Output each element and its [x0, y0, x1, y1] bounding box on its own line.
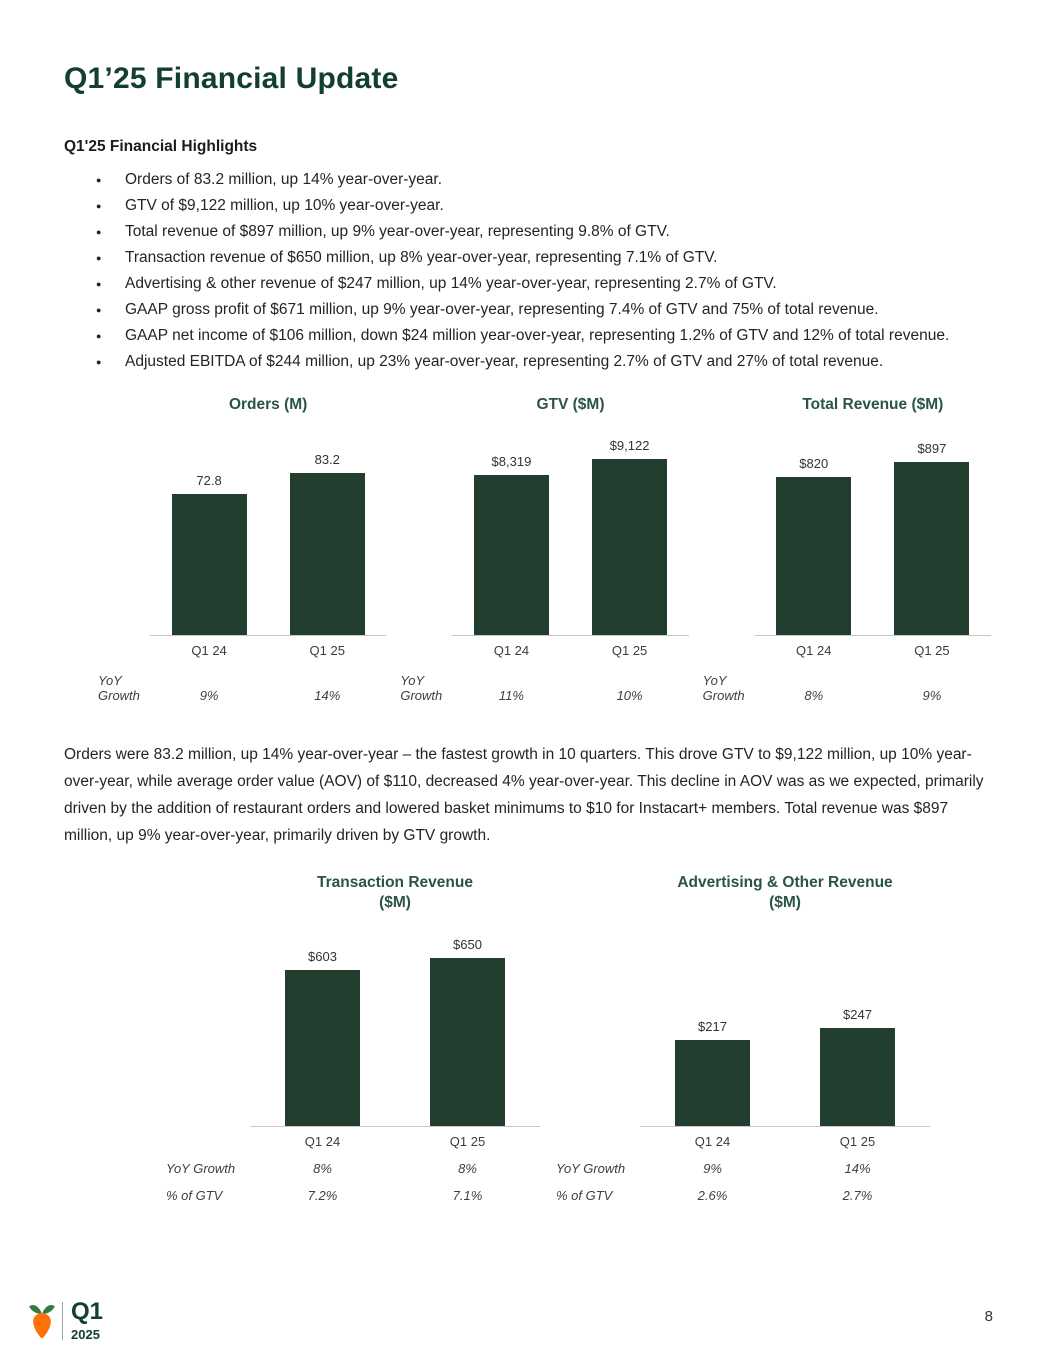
stat-label: YoY Growth — [400, 673, 443, 703]
stat-value: 14% — [314, 688, 341, 703]
chart-title: Advertising & Other Revenue ($M) — [677, 874, 893, 911]
chart-advertising-revenue: Advertising & Other Revenue ($M) $217 $2… — [540, 873, 930, 1203]
stat-value: 10% — [616, 688, 643, 703]
stat-value: 2.6% — [697, 1188, 728, 1203]
stat-value: 9% — [922, 688, 942, 703]
chart-title: Orders (M) — [228, 396, 308, 413]
carrot-icon — [28, 1301, 56, 1341]
chart-plot: $8,319 $9,122 — [452, 431, 689, 636]
category-labels: Q1 24 Q1 25 — [640, 1134, 930, 1149]
chart-total-revenue: Total Revenue ($M) $820 $897 — [689, 395, 991, 703]
chart-plot: $217 $247 — [640, 927, 930, 1127]
stat-value: 14% — [844, 1161, 871, 1176]
yoy-growth-row: YoY Growth 9% 14% — [84, 673, 386, 703]
bar-value-label: $820 — [799, 456, 829, 472]
highlights-list: Orders of 83.2 million, up 14% year-over… — [64, 167, 991, 375]
stat-label: YoY Growth — [166, 1161, 236, 1176]
stat-label: YoY Growth — [98, 673, 140, 703]
page-number: 8 — [984, 1308, 993, 1325]
yoy-growth-row: YoY Growth 8% 8% — [150, 1161, 540, 1176]
bar-q1-25 — [592, 459, 668, 635]
bar-value-label: $217 — [698, 1018, 727, 1034]
stat-value: 9% — [199, 688, 219, 703]
yoy-growth-row: YoY Growth 8% 9% — [689, 673, 991, 703]
bar-value-label: $247 — [843, 1006, 872, 1022]
category-label: Q1 24 — [796, 643, 832, 658]
category-labels: Q1 24 Q1 25 — [250, 1134, 540, 1149]
stat-value: 8% — [313, 1161, 332, 1176]
bullet-item: GAAP net income of $106 million, down $2… — [64, 323, 991, 349]
page-title: Q1’25 Financial Update — [64, 62, 399, 95]
footer-quarter: Q1 — [71, 1298, 104, 1325]
charts-row-2: Transaction Revenue ($M) $603 $650 — [64, 873, 991, 1203]
yoy-growth-row: YoY Growth 9% 14% — [540, 1161, 930, 1176]
bar-value-label: $650 — [453, 937, 482, 953]
charts-row-1: Orders (M) 72.8 83.2 — [64, 395, 991, 703]
bar-q1-24 — [776, 477, 852, 635]
bullet-item: Orders of 83.2 million, up 14% year-over… — [64, 167, 991, 193]
bar-q1-25 — [430, 958, 505, 1126]
bar-q1-25 — [894, 462, 970, 635]
yoy-growth-row: YoY Growth 11% 10% — [386, 673, 688, 703]
chart-orders: Orders (M) 72.8 83.2 — [84, 395, 387, 703]
chart-gtv: GTV ($M) $8,319 $9,122 — [386, 395, 689, 703]
category-labels: Q1 24 Q1 25 — [452, 643, 688, 658]
bar-q1-24 — [285, 970, 360, 1126]
bullet-item: Total revenue of $897 million, up 9% yea… — [64, 219, 991, 245]
bullet-item: Advertising & other revenue of $247 mill… — [64, 271, 991, 297]
category-label: Q1 24 — [304, 1134, 341, 1149]
pct-of-gtv-row: % of GTV 7.2% 7.1% — [150, 1188, 540, 1203]
bar-value-label: $897 — [917, 441, 947, 457]
pct-of-gtv-row: % of GTV 2.6% 2.7% — [540, 1188, 930, 1203]
bar-q1-24 — [473, 474, 549, 635]
stat-value: 11% — [498, 688, 524, 703]
footer-logo: Q1 2025 — [28, 1300, 103, 1341]
bar-value-label: $8,319 — [491, 453, 532, 469]
bar-q1-25 — [820, 1027, 895, 1126]
chart-plot: 72.8 83.2 — [150, 431, 387, 636]
stat-label: % of GTV — [166, 1188, 223, 1203]
category-label: Q1 25 — [449, 1134, 486, 1149]
bar-q1-24 — [171, 493, 247, 635]
category-label: Q1 25 — [914, 643, 950, 658]
category-label: Q1 25 — [309, 643, 345, 658]
footer-year: 2025 — [71, 1327, 100, 1342]
bullet-item: Transaction revenue of $650 million, up … — [64, 245, 991, 271]
stat-value: 7.1% — [452, 1188, 483, 1203]
bar-value-label: $9,122 — [609, 438, 650, 454]
bullet-item: GTV of $9,122 million, up 10% year-over-… — [64, 193, 991, 219]
bar-value-label: 83.2 — [314, 452, 340, 468]
chart-title: GTV ($M) — [536, 396, 605, 413]
chart-plot: $603 $650 — [250, 927, 540, 1127]
category-label: Q1 25 — [839, 1134, 876, 1149]
bar-value-label: $603 — [308, 949, 337, 965]
category-label: Q1 24 — [493, 643, 530, 658]
stat-value: 2.7% — [842, 1188, 873, 1203]
stat-value: 9% — [703, 1161, 722, 1176]
body-paragraph: Orders were 83.2 million, up 14% year-ov… — [64, 746, 984, 844]
footer-divider — [62, 1301, 63, 1340]
bar-q1-25 — [289, 473, 365, 635]
category-label: Q1 25 — [611, 643, 648, 658]
category-labels: Q1 24 Q1 25 — [150, 643, 386, 658]
stat-label: YoY Growth — [702, 673, 745, 703]
chart-title: Total Revenue ($M) — [802, 396, 944, 413]
stat-value: 8% — [458, 1161, 477, 1176]
highlights-heading: Q1'25 Financial Highlights — [64, 138, 258, 155]
bullet-item: GAAP gross profit of $671 million, up 9%… — [64, 297, 991, 323]
stat-label: % of GTV — [556, 1188, 613, 1203]
chart-transaction-revenue: Transaction Revenue ($M) $603 $650 — [150, 873, 540, 1203]
stat-label: YoY Growth — [556, 1161, 626, 1176]
bullet-item: Adjusted EBITDA of $244 million, up 23% … — [64, 349, 991, 375]
stat-value: 7.2% — [307, 1188, 338, 1203]
category-labels: Q1 24 Q1 25 — [755, 643, 991, 658]
stat-value: 8% — [804, 688, 824, 703]
bar-q1-24 — [675, 1039, 750, 1126]
category-label: Q1 24 — [191, 643, 227, 658]
bar-value-label: 72.8 — [196, 472, 222, 488]
chart-plot: $820 $897 — [754, 431, 991, 636]
category-label: Q1 24 — [694, 1134, 731, 1149]
chart-title: Transaction Revenue ($M) — [317, 874, 473, 911]
